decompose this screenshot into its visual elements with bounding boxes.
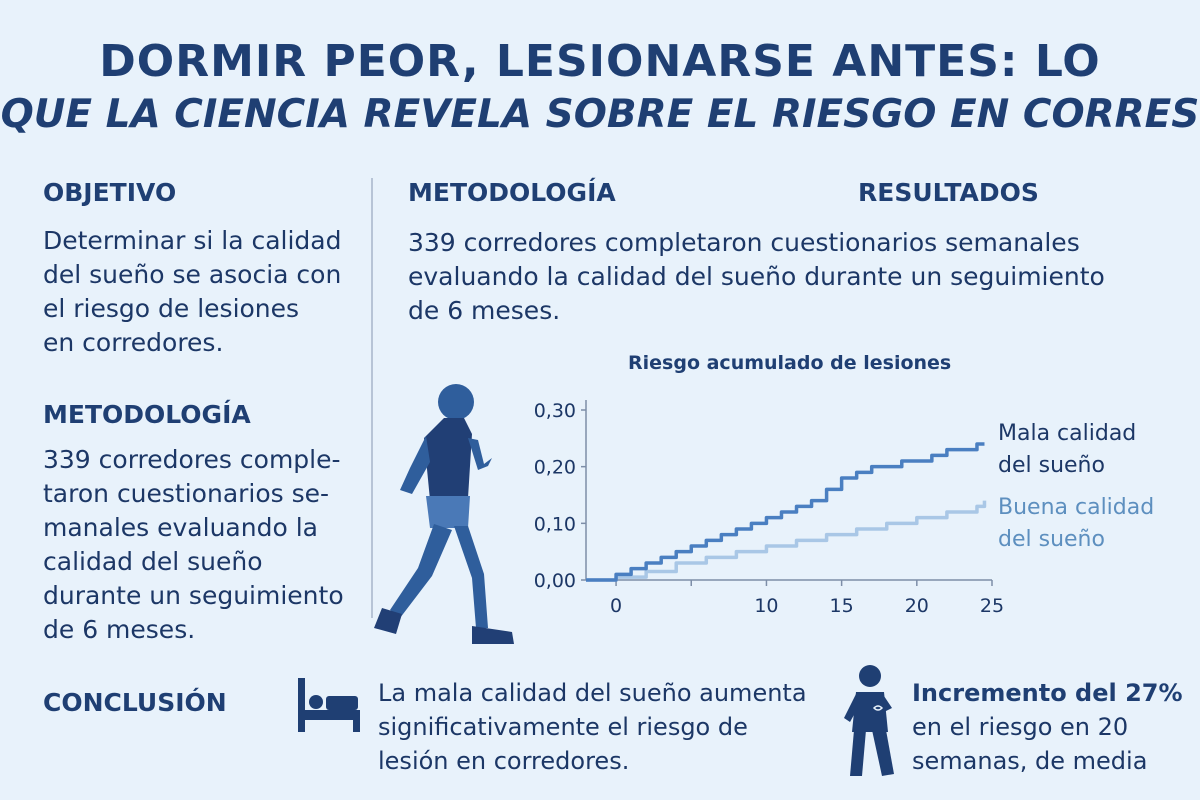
y-tick-label: 0,00 xyxy=(534,570,576,592)
method-heading-left: METODOLOGÍA xyxy=(43,400,251,429)
objective-line: Determinar si la calidad xyxy=(43,226,342,255)
stat-highlight: Incremento del 27% xyxy=(912,679,1183,707)
method-line: de 6 meses. xyxy=(408,296,561,325)
stat-line: semanas, de media xyxy=(912,747,1148,775)
method-heading-right: METODOLOGÍA xyxy=(408,178,616,207)
conclusion-line: lesión en corredores. xyxy=(378,747,630,775)
x-tick-label: 25 xyxy=(980,595,1004,617)
injury-risk-chart: 0,00 0,10 0,20 0,30 0 10 15 20 25 xyxy=(534,400,1004,617)
bed-icon xyxy=(298,678,360,732)
legend-poor-sleep-line: del sueño xyxy=(998,453,1105,478)
y-tick-label: 0,30 xyxy=(534,400,576,422)
method-line: durante un seguimiento xyxy=(43,581,344,610)
method-line: 339 corredores completaron cuestionarios… xyxy=(408,228,1080,257)
method-text-right: 339 corredores completaron cuestionarios… xyxy=(408,226,1105,328)
objective-heading: OBJETIVO xyxy=(43,178,177,207)
method-text-left: 339 corredores comple- taron cuestionari… xyxy=(43,443,344,647)
objective-line: el riesgo de lesiones xyxy=(43,294,300,323)
legend-good-sleep-line: del sueño xyxy=(998,527,1105,552)
legend-poor-sleep: Mala calidad del sueño xyxy=(998,418,1136,482)
legend-good-sleep: Buena calidad del sueño xyxy=(998,492,1154,556)
column-divider xyxy=(371,178,373,618)
series-line xyxy=(586,500,987,582)
title-line-2: QUE LA CIENCIA REVELA SOBRE EL RIESGO EN… xyxy=(0,92,1200,137)
x-tick-label: 10 xyxy=(754,595,778,617)
method-line: evaluando la calidad del sueño durante u… xyxy=(408,262,1105,291)
conclusion-text: La mala calidad del sueño aumenta signif… xyxy=(378,676,807,778)
results-heading: RESULTADOS xyxy=(858,178,1039,207)
objective-text: Determinar si la calidad del sueño se as… xyxy=(43,224,342,360)
stat-text: Incremento del 27% en el riesgo en 20 se… xyxy=(912,676,1183,778)
method-line: 339 corredores comple- xyxy=(43,445,341,474)
legend-good-sleep-line: Buena calidad xyxy=(998,495,1155,520)
conclusion-line: significativamente el riesgo de xyxy=(378,713,748,741)
stat-line: en el riesgo en 20 xyxy=(912,713,1129,741)
objective-line: en corredores. xyxy=(43,328,224,357)
x-tick-label: 0 xyxy=(610,595,622,617)
method-line: de 6 meses. xyxy=(43,615,196,644)
conclusion-heading: CONCLUSIÓN xyxy=(43,688,227,717)
legend-poor-sleep-line: Mala calidad xyxy=(998,421,1137,446)
title-line-1: DORMIR PEOR, LESIONARSE ANTES: LO xyxy=(99,36,1101,87)
method-line: taron cuestionarios se- xyxy=(43,479,330,508)
objective-line: del sueño se asocia con xyxy=(43,260,342,289)
conclusion-line: La mala calidad del sueño aumenta xyxy=(378,679,807,707)
x-tick-label: 20 xyxy=(905,595,929,617)
chart-title: Riesgo acumulado de lesiones xyxy=(628,352,952,374)
injured-person-icon xyxy=(844,665,894,776)
x-tick-label: 15 xyxy=(830,595,854,617)
method-line: calidad del sueño xyxy=(43,547,263,576)
y-tick-label: 0,10 xyxy=(534,513,576,535)
series-line xyxy=(586,442,985,582)
runner-icon xyxy=(374,384,514,644)
method-line: manales evaluando la xyxy=(43,513,318,542)
y-tick-label: 0,20 xyxy=(534,457,576,479)
